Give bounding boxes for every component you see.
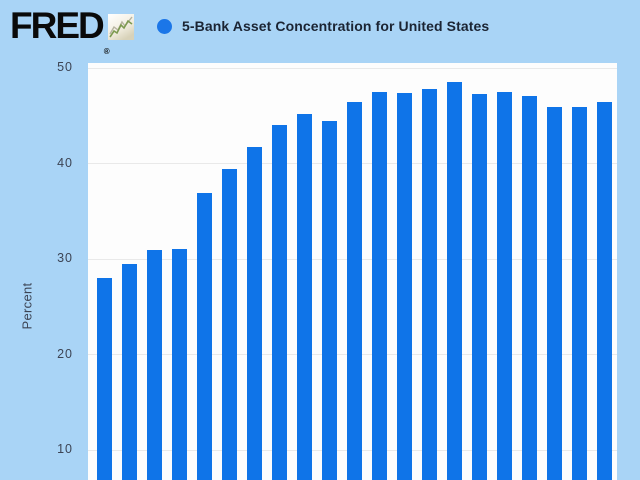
y-axis-tick-labels: 50 40 30 20 10: [0, 0, 73, 480]
bar[interactable]: [347, 101, 362, 480]
bar[interactable]: [422, 88, 437, 480]
bar[interactable]: [247, 146, 262, 480]
bar[interactable]: [472, 94, 487, 480]
legend-series-marker-icon[interactable]: [157, 18, 172, 34]
fred-sparkline-icon: [108, 14, 134, 40]
bar[interactable]: [522, 96, 537, 480]
bar[interactable]: [322, 120, 337, 480]
legend-series-label: 5-Bank Asset Concentration for United St…: [182, 18, 490, 34]
fred-logo-text: FRED: [10, 5, 105, 46]
bar[interactable]: [497, 92, 512, 480]
bar[interactable]: [172, 248, 187, 480]
bar[interactable]: [272, 124, 287, 480]
legend[interactable]: 5-Bank Asset Concentration for United St…: [157, 12, 489, 40]
bar[interactable]: [147, 249, 162, 480]
y-axis-tick-label: 50: [57, 60, 73, 74]
gridline: [88, 67, 617, 69]
bar[interactable]: [372, 92, 387, 480]
bar[interactable]: [447, 81, 462, 480]
bar[interactable]: [297, 114, 312, 480]
bar[interactable]: [547, 106, 562, 480]
y-axis-tick-label: 30: [57, 251, 73, 265]
y-axis-tick-label: 10: [57, 442, 73, 456]
bar[interactable]: [197, 192, 212, 480]
bar[interactable]: [597, 101, 612, 480]
chart-header: FRED ® 5-Bank Asset Concentration for Uni…: [0, 0, 640, 58]
bar[interactable]: [122, 264, 137, 480]
plot-area[interactable]: [88, 63, 617, 480]
y-axis-tick-label: 20: [57, 346, 73, 361]
fred-logo[interactable]: FRED ®: [10, 6, 110, 72]
registered-trademark-mark: ®: [103, 47, 110, 56]
y-axis-tick-label: 40: [57, 155, 73, 170]
bar[interactable]: [97, 277, 112, 480]
bar[interactable]: [222, 168, 237, 480]
bar[interactable]: [572, 106, 587, 480]
bar[interactable]: [397, 93, 412, 480]
